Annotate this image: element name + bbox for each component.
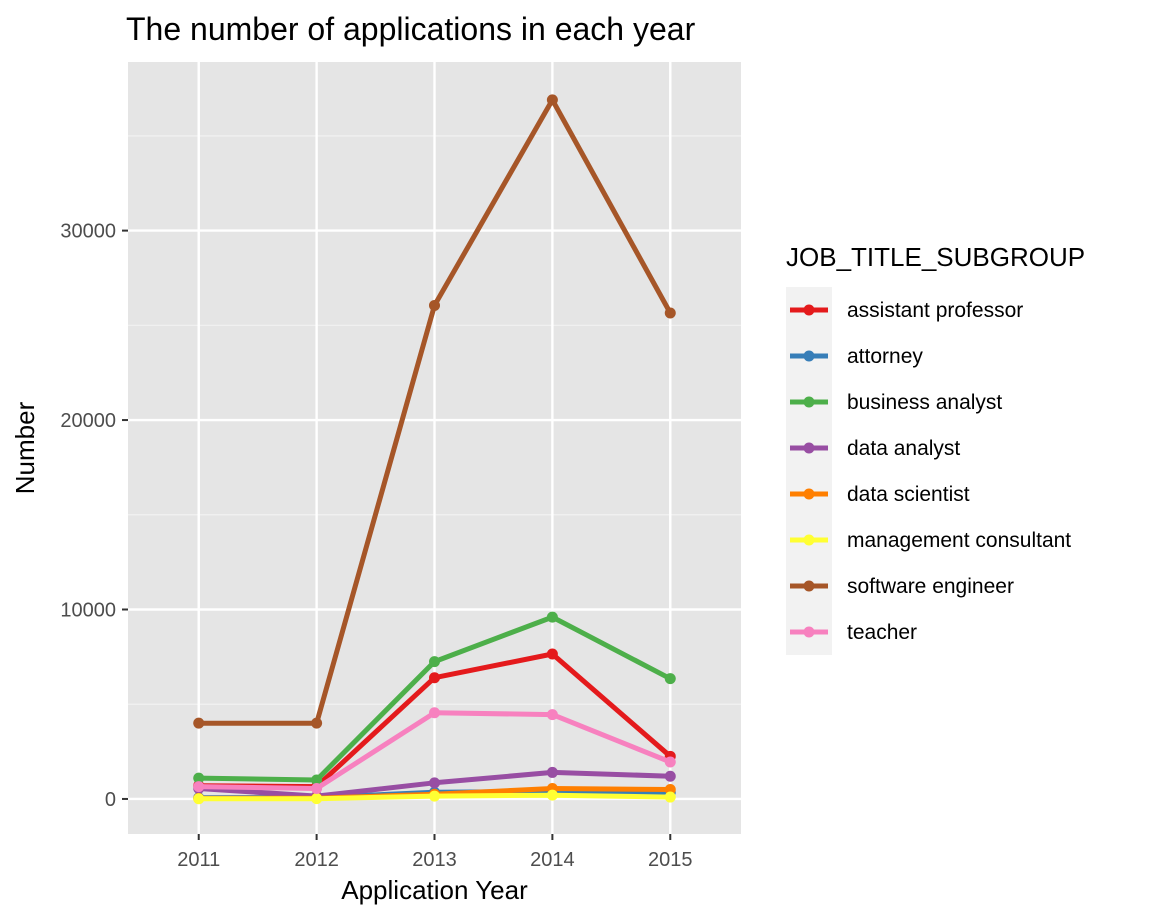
data-point-teacher — [664, 756, 676, 768]
legend-key-point — [803, 534, 815, 546]
data-point-assistant-professor — [546, 648, 558, 660]
legend-item-assistant-professor: assistant professor — [786, 287, 1023, 333]
y-tick-label: 10000 — [60, 600, 116, 622]
x-tick-label: 2015 — [648, 849, 693, 871]
legend-key-point — [803, 396, 815, 408]
legend-key-point — [803, 350, 815, 362]
legend-item-data-scientist: data scientist — [786, 471, 970, 517]
y-tick-label: 30000 — [60, 221, 116, 243]
legend-key-point — [803, 304, 815, 316]
legend-label: software engineer — [847, 575, 1014, 598]
y-axis-title: Number — [10, 401, 40, 494]
x-tick-label: 2013 — [412, 849, 457, 871]
legend-item-business-analyst: business analyst — [786, 379, 1002, 425]
data-point-teacher — [429, 707, 440, 719]
legend-title: JOB_TITLE_SUBGROUP — [786, 242, 1085, 272]
legend-item-attorney: attorney — [786, 333, 923, 379]
legend-item-teacher: teacher — [786, 609, 917, 655]
data-point-software-engineer — [193, 717, 205, 729]
legend-item-software-engineer: software engineer — [786, 563, 1014, 609]
data-point-teacher — [311, 783, 323, 795]
data-point-software-engineer — [546, 94, 558, 106]
legend-items: assistant professor attorney business anal… — [786, 287, 1071, 655]
data-point-management-consultant — [311, 793, 323, 805]
legend: JOB_TITLE_SUBGROUP assistant professor at… — [786, 242, 1085, 655]
data-point-business-analyst — [311, 774, 323, 786]
data-point-software-engineer — [429, 299, 440, 311]
legend-label: data analyst — [847, 437, 960, 460]
legend-item-data-analyst: data analyst — [786, 425, 960, 471]
data-point-teacher — [193, 781, 205, 793]
data-point-data-analyst — [429, 777, 440, 789]
data-point-management-consultant — [193, 793, 205, 805]
legend-item-management-consultant: management consultant — [786, 517, 1071, 563]
chart-title: The number of applications in each year — [126, 11, 696, 47]
legend-key-point — [803, 488, 815, 500]
legend-label: attorney — [847, 345, 923, 368]
legend-key-point — [803, 626, 815, 638]
data-point-business-analyst — [664, 673, 676, 685]
legend-label: teacher — [847, 621, 917, 644]
legend-label: management consultant — [847, 529, 1071, 552]
series-layer — [193, 94, 676, 805]
data-point-data-analyst — [546, 766, 558, 778]
data-point-management-consultant — [546, 789, 558, 801]
x-tick-label: 2011 — [177, 849, 220, 871]
legend-label: assistant professor — [847, 299, 1023, 322]
data-point-management-consultant — [664, 791, 676, 803]
x-axis: 2011 2012 2013 2014 2015 — [177, 834, 693, 871]
x-tick-label: 2014 — [530, 849, 575, 871]
x-tick-label: 2012 — [294, 849, 339, 871]
legend-label: business analyst — [847, 391, 1002, 414]
data-point-management-consultant — [429, 790, 440, 802]
data-point-data-analyst — [664, 770, 676, 782]
legend-key-point — [803, 580, 815, 592]
legend-label: data scientist — [847, 483, 970, 506]
data-point-data-scientist — [664, 783, 676, 795]
y-tick-label: 0 — [105, 789, 116, 811]
grid-major — [128, 62, 741, 834]
data-point-software-engineer — [311, 717, 323, 729]
x-axis-title: Application Year — [341, 875, 528, 905]
y-axis: 0 10000 20000 30000 — [60, 221, 128, 811]
data-point-business-analyst — [429, 656, 440, 668]
data-point-business-analyst — [193, 772, 205, 784]
data-point-software-engineer — [664, 307, 676, 319]
data-point-assistant-professor — [429, 672, 440, 684]
y-tick-label: 20000 — [60, 410, 116, 432]
data-point-teacher — [546, 709, 558, 721]
data-point-business-analyst — [546, 611, 558, 623]
legend-key-point — [803, 442, 815, 454]
